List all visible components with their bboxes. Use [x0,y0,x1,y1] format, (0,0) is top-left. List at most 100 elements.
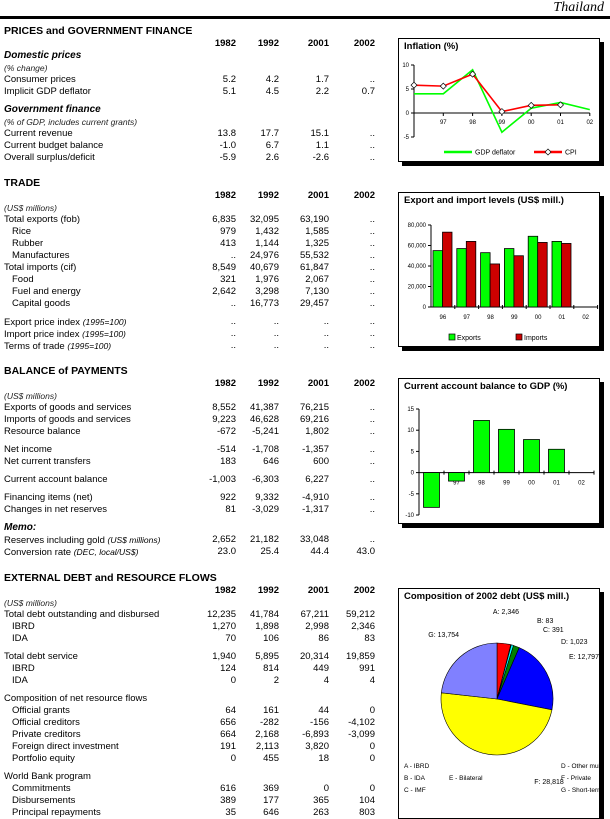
cell-2001: -1,357 [302,444,329,455]
x-tick-label: 97 [453,481,460,487]
row-label: Portfolio equity [12,753,75,765]
section-balance-of-payments: BALANCE of PAYMENTS 1982 1992 2001 2002 (US$ … [4,365,384,558]
cell-1982: -1,003 [209,474,236,485]
table-row: Rice 979 1,432 1,585.. [4,226,384,238]
row-label: IDA [12,633,28,645]
slice-label: F: 28,818 [534,779,564,786]
table-row: Rubber 413 1,144 1,325.. [4,238,384,250]
cell-1992: 6.7 [265,140,279,151]
cell-2001: 33,048 [299,534,329,545]
x-tick-label: 02 [586,120,593,126]
cell-1992: 161 [263,705,279,716]
cell-2001: 61,847 [299,262,329,273]
row-label-text: Import price index [4,329,80,340]
cell-2001: 20,314 [299,651,329,662]
cell-2002: .. [369,250,375,261]
table-row: Total debt service 1,940 5,895 20,314 19,859 [4,651,384,663]
row-label: Reserves including gold (US$ millions) [4,534,160,547]
y-tick-label: 80,000 [408,223,427,229]
row-label-text: Total debt outstanding and disbursed [4,609,160,620]
cell-1992: 177 [263,795,279,806]
cell-1982: 1,270 [212,621,236,632]
row-label-text: Financing items (net) [4,492,93,503]
row-label: Resource balance [4,426,81,438]
y-tick-label: 40,000 [408,264,427,270]
table-row: Import price index (1995=100)........ [4,328,384,340]
year-header-row: 1982 1992 2001 2002 [4,190,384,202]
table-row: Manufactures.. 24,976 55,532.. [4,250,384,262]
cell-2002: -4,102 [348,717,375,728]
cell-1982: .. [230,298,236,309]
table-row: Disbursements 389 177 365 104 [4,795,384,807]
cell-1982: -514 [216,444,236,455]
row-note: (DEC, local/US$) [73,547,139,557]
cell-2001: 449 [313,663,329,674]
cell-2001: 55,532 [299,250,329,261]
cell-2001: 365 [313,795,329,806]
legend-marker [544,148,552,156]
bar-current-account-balance-to-gdp-97 [448,472,465,482]
cell-1992: 2 [273,675,279,686]
cell-2001: 18 [318,753,329,764]
row-label: Fuel and energy [12,286,81,298]
pie-slice-f [440,692,553,756]
cell-2002: 0 [369,753,375,764]
row-label-text: Resource balance [4,426,81,437]
cell-2001: -4,910 [302,492,329,503]
cell-2001: .. [323,316,329,327]
cell-1982: .. [230,340,236,351]
legend-item: G - Short-term [561,787,599,794]
cell-1992: 4.5 [265,86,279,97]
slice-label: E: 12,797 [569,654,599,661]
table-row: Commitments 616 369 0 0 [4,783,384,795]
cpi-marker [498,108,506,116]
row-label: Rice [12,226,31,238]
row-label-text: Portfolio equity [12,753,75,764]
cell-2002: 83 [364,633,375,644]
cell-2001: 1,585 [305,226,329,237]
cell-1982: 23.0 [217,546,237,557]
slice-label: B: 83 [537,618,553,625]
bar-exports-00 [527,235,539,308]
cell-1982: -1.0 [219,140,236,151]
row-label-text: Total imports (cif) [4,262,77,273]
pie-slice-g [441,642,498,700]
cell-2001: 2,067 [305,274,329,285]
group-heading: Domestic prices [4,50,82,61]
cell-1992: 21,182 [249,534,279,545]
cell-1992: 24,976 [249,250,279,261]
cell-2001: 4 [323,675,329,686]
x-tick-label: 99 [503,481,510,487]
cell-1992: .. [273,328,279,339]
row-label-text: Current revenue [4,128,73,139]
cell-2002: .. [369,534,375,545]
x-tick-label: 02 [578,481,585,487]
row-label: Total imports (cif) [4,262,76,274]
cell-2002: 43.0 [356,546,376,557]
table-row: IDA 70 106 86 83 [4,633,384,645]
row-label: Exports of goods and services [4,402,131,414]
cell-1992: 46,628 [249,414,279,425]
table-row: Current budget balance -1.0 6.7 1.1.. [4,140,384,152]
slice-label: C: 391 [543,627,564,634]
cell-2002: 4 [369,675,375,686]
row-label: Net current transfers [4,456,91,468]
table-row: Net current transfers 183 646 600.. [4,456,384,468]
cell-1992: 5,895 [255,651,279,662]
row-label: Changes in net reserves [4,504,107,516]
row-label-text: Commitments [12,783,71,794]
cell-2002: 19,859 [345,651,375,662]
legend-item: B - IDA [404,775,426,782]
cell-1992: 17.7 [260,128,280,139]
row-label: Current budget balance [4,140,103,152]
legend-item: E - Bilateral [449,775,483,782]
cell-1982: .. [230,328,236,339]
table-row: World Bank program [4,771,384,783]
row-label-text: Official creditors [12,717,80,728]
x-tick-label: 01 [553,481,560,487]
section-title: TRADE [4,177,41,189]
x-tick-label: 99 [511,315,518,321]
section-title: EXTERNAL DEBT and RESOURCE FLOWS [4,572,217,584]
bar-exports-98 [480,252,491,308]
year-header: 1992 [257,190,279,201]
